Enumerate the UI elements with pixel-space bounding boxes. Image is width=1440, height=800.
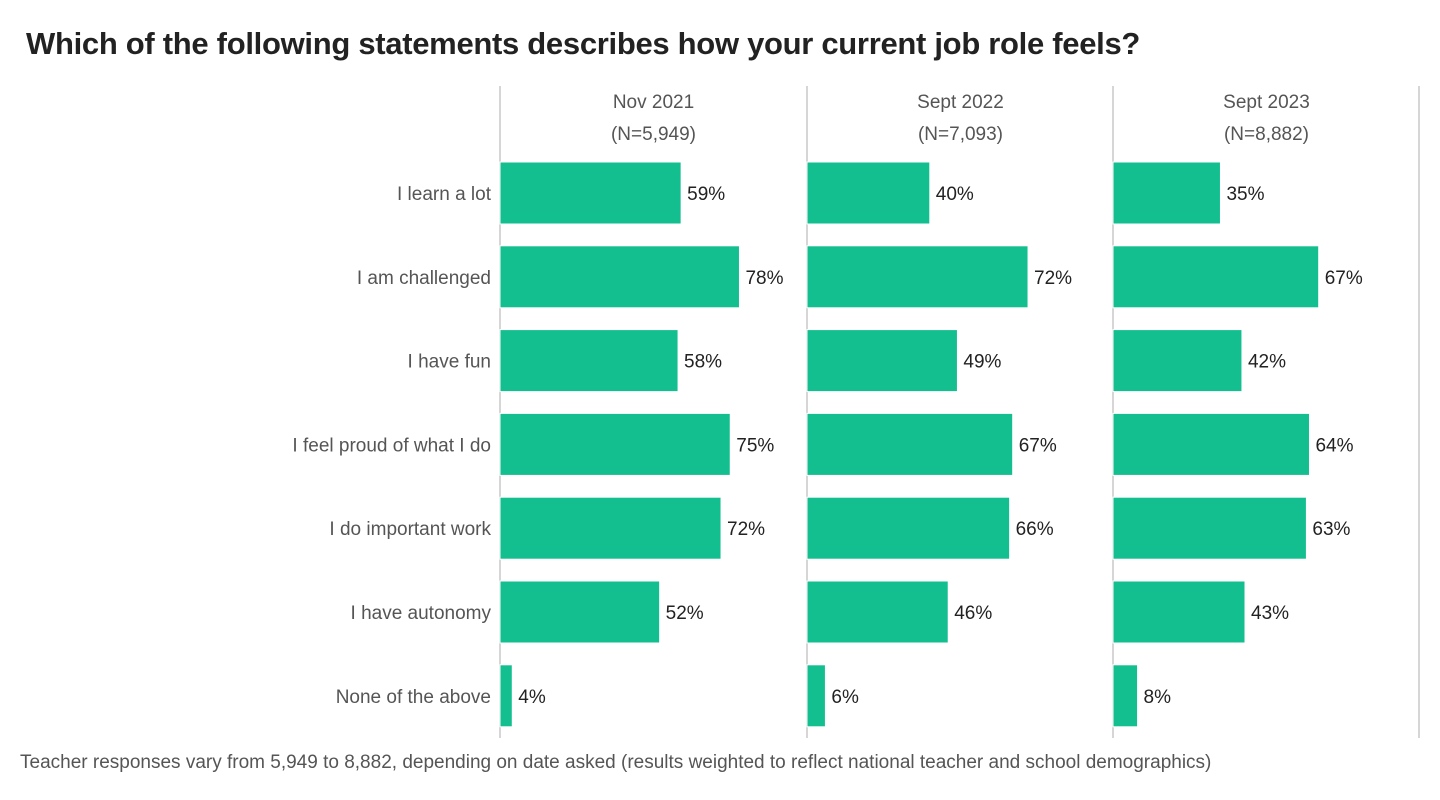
bar <box>806 664 826 728</box>
value-label: 63% <box>1312 519 1350 540</box>
category-label: I have fun <box>408 352 491 373</box>
value-label: 72% <box>1034 268 1072 289</box>
panel-sample-label: (N=5,949) <box>611 124 696 145</box>
value-label: 58% <box>684 352 722 373</box>
value-label: 67% <box>1019 435 1057 456</box>
bar <box>1112 245 1320 309</box>
category-label: I have autonomy <box>351 603 492 624</box>
bar <box>1112 580 1246 644</box>
value-label: 52% <box>666 603 704 624</box>
bar <box>1112 329 1243 393</box>
value-label: 6% <box>831 687 859 708</box>
value-label: 4% <box>518 687 546 708</box>
value-label: 75% <box>736 435 774 456</box>
category-label: I learn a lot <box>397 184 492 205</box>
bar <box>1112 496 1307 560</box>
bar <box>806 580 949 644</box>
bar <box>1112 664 1139 728</box>
chart-title: Which of the following statements descri… <box>26 26 1141 61</box>
value-label: 66% <box>1016 519 1054 540</box>
bar <box>499 412 731 476</box>
bar <box>806 161 931 225</box>
value-label: 43% <box>1251 603 1289 624</box>
category-label: I do important work <box>329 519 491 540</box>
bar <box>499 664 513 728</box>
bar <box>499 161 682 225</box>
category-label: I feel proud of what I do <box>292 435 491 456</box>
bar <box>1112 161 1221 225</box>
value-label: 42% <box>1248 352 1286 373</box>
value-label: 49% <box>963 352 1001 373</box>
panel-date-label: Sept 2022 <box>917 92 1004 113</box>
value-label: 78% <box>745 268 783 289</box>
value-label: 8% <box>1144 687 1172 708</box>
value-label: 72% <box>727 519 765 540</box>
value-label: 59% <box>687 184 725 205</box>
value-label: 35% <box>1226 184 1264 205</box>
bar <box>499 496 722 560</box>
value-label: 67% <box>1325 268 1363 289</box>
value-label: 46% <box>954 603 992 624</box>
bar <box>806 329 958 393</box>
panel-date-label: Nov 2021 <box>613 92 694 113</box>
bar <box>499 329 679 393</box>
bar <box>1112 412 1310 476</box>
bar <box>806 245 1029 309</box>
panel-sample-label: (N=7,093) <box>918 124 1003 145</box>
panel-date-label: Sept 2023 <box>1223 92 1310 113</box>
value-label: 40% <box>936 184 974 205</box>
bar <box>806 496 1011 560</box>
value-label: 64% <box>1315 435 1353 456</box>
bar <box>806 412 1014 476</box>
bar <box>499 580 661 644</box>
category-label: None of the above <box>336 687 491 708</box>
bar <box>499 245 740 309</box>
panel-sample-label: (N=8,882) <box>1224 124 1309 145</box>
category-label: I am challenged <box>357 268 491 289</box>
chart-footnote: Teacher responses vary from 5,949 to 8,8… <box>20 752 1212 773</box>
